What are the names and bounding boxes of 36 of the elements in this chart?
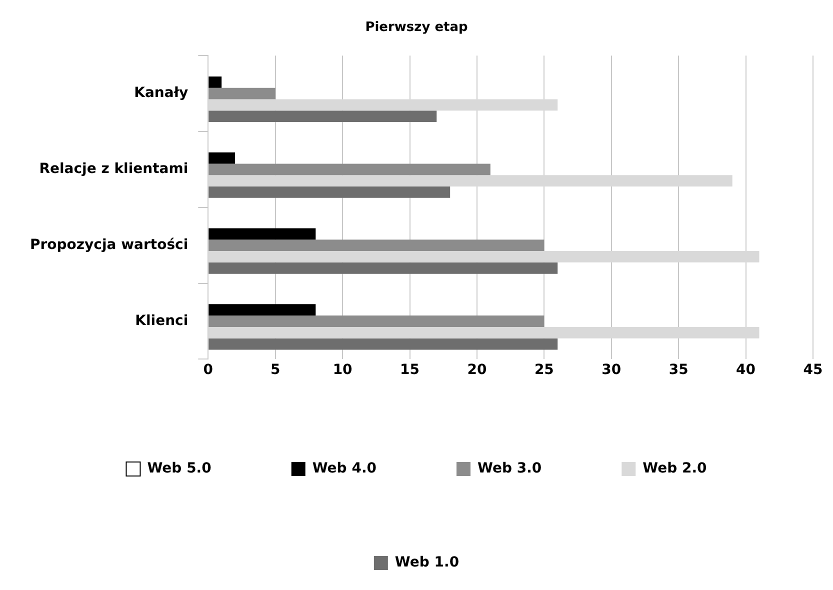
- x-tick-label: 5: [270, 362, 280, 378]
- x-tick-label: 0: [203, 362, 214, 378]
- bar: [208, 251, 760, 262]
- x-tick-label: 30: [602, 362, 622, 378]
- bar: [208, 304, 316, 316]
- y-tick-label: Kanały: [134, 85, 188, 102]
- chart-title: Pierwszy etap: [365, 20, 468, 36]
- bar: [208, 240, 544, 252]
- legend-label: Web 3.0: [478, 460, 542, 477]
- bar: [208, 76, 222, 88]
- bar: [208, 99, 558, 111]
- x-tick-label: 25: [534, 362, 554, 378]
- y-tick-label: Relacje z klientami: [39, 161, 188, 178]
- legend-label: Web 2.0: [642, 460, 708, 477]
- legend-label: Web 1.0: [394, 554, 460, 571]
- x-tick-label: 20: [467, 362, 487, 378]
- x-tick-label: 40: [736, 362, 756, 378]
- x-tick-label: 35: [668, 362, 688, 378]
- bar: [208, 262, 558, 274]
- bar: [208, 186, 450, 198]
- bar: [208, 110, 437, 122]
- x-tick-label: 45: [803, 362, 823, 378]
- legend-label: Web 4.0: [312, 460, 377, 477]
- bar: [208, 175, 732, 187]
- bar: [208, 338, 558, 350]
- legend-label: Web 5.0: [147, 460, 212, 477]
- bar: [208, 316, 544, 327]
- y-tick-label: Klienci: [135, 312, 188, 329]
- bar: [208, 88, 276, 100]
- y-tick-label: Propozycja wartości: [30, 236, 188, 253]
- bar: [208, 326, 760, 338]
- x-tick-label: 15: [400, 362, 420, 378]
- bar: [208, 152, 236, 164]
- bar: [208, 228, 316, 240]
- bar: [208, 164, 490, 176]
- x-tick-label: 10: [332, 362, 353, 378]
